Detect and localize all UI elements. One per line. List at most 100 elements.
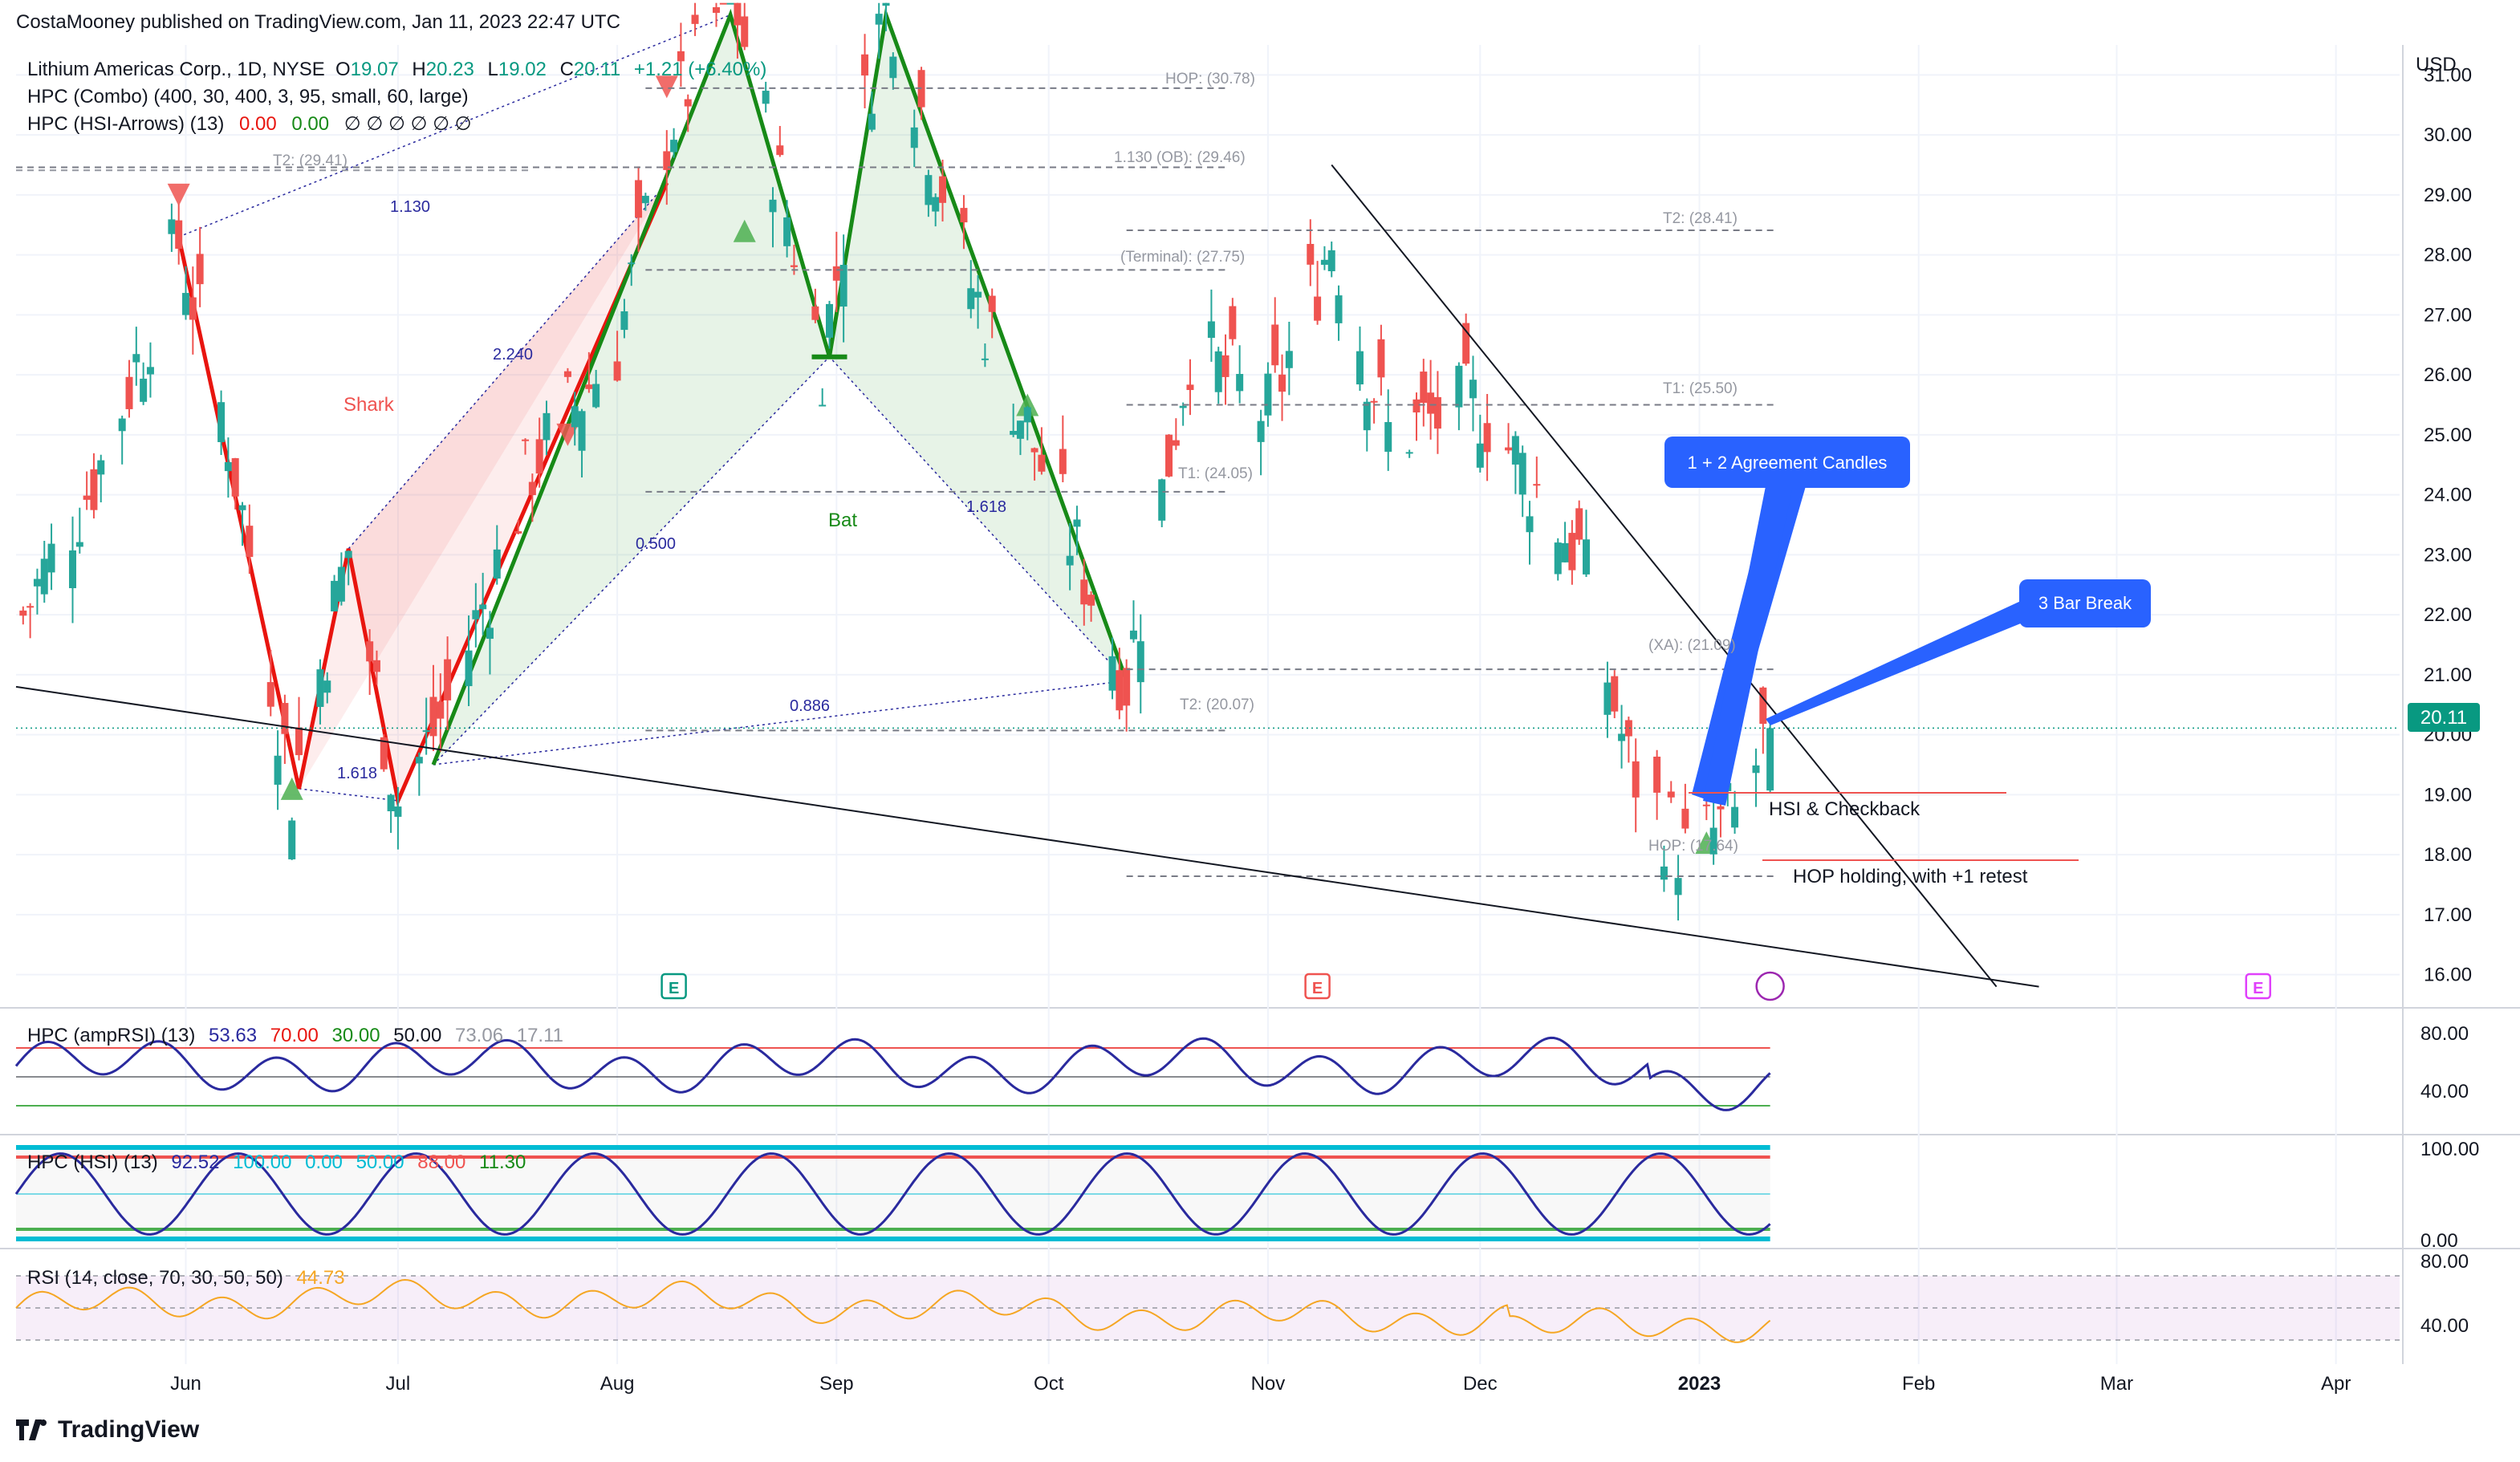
indicator-panes bbox=[14, 1036, 2400, 1343]
candle-body bbox=[932, 197, 940, 212]
shark-fill bbox=[348, 182, 667, 801]
candle-body bbox=[783, 217, 791, 246]
price-tick-label: 22.00 bbox=[2424, 604, 2472, 626]
buy-arrow bbox=[733, 219, 756, 242]
time-tick-label: Jun bbox=[170, 1373, 201, 1395]
candle-body bbox=[1511, 436, 1519, 465]
ratio-2240: 2.240 bbox=[493, 346, 533, 363]
candle-body bbox=[535, 439, 543, 474]
candle-body bbox=[422, 730, 430, 733]
candle-body bbox=[323, 680, 331, 693]
published-header: CostaMooney published on TradingView.com… bbox=[16, 11, 620, 33]
candle-body bbox=[1568, 533, 1576, 571]
time-tick-label: Aug bbox=[600, 1373, 635, 1395]
candle-body bbox=[1356, 351, 1364, 385]
break-pointer bbox=[1766, 600, 2030, 725]
candle-body bbox=[882, 2, 890, 6]
tradingview-footer[interactable]: TradingView bbox=[16, 1416, 199, 1444]
amprsi-v6: 17.11 bbox=[517, 1025, 563, 1046]
hsi-legend: HPC (HSI) (13) 92.52 100.00 0.00 50.00 8… bbox=[27, 1151, 526, 1173]
candle-body bbox=[1433, 396, 1441, 429]
candle-body bbox=[1412, 399, 1421, 412]
candle-body bbox=[910, 127, 918, 148]
candle-body bbox=[1158, 479, 1166, 521]
amprsi-v3: 30.00 bbox=[332, 1025, 380, 1046]
candle-body bbox=[543, 412, 551, 441]
candle-body bbox=[1717, 806, 1725, 810]
hsi-callout: HSI & Checkback bbox=[1769, 798, 1920, 820]
ratio-1130: 1.130 bbox=[390, 198, 430, 216]
candle-body bbox=[967, 288, 975, 310]
candle-body bbox=[415, 757, 423, 764]
hsi-v1: 92.52 bbox=[171, 1151, 219, 1173]
hsi-v2: 100.00 bbox=[233, 1151, 291, 1173]
tradingview-logo-icon bbox=[16, 1419, 47, 1440]
candle-body bbox=[1476, 443, 1484, 468]
currency-label: USD bbox=[2416, 54, 2457, 75]
bat-fill bbox=[829, 14, 1127, 681]
last-price-tag bbox=[2408, 703, 2480, 732]
candle-body bbox=[528, 481, 536, 496]
candle-body bbox=[1314, 296, 1322, 321]
candle-body bbox=[790, 265, 798, 267]
candle-body bbox=[90, 469, 98, 510]
candle-body bbox=[620, 311, 628, 331]
time-tick-label: 2023 bbox=[1678, 1373, 1721, 1395]
price-tick-label: 18.00 bbox=[2424, 844, 2472, 866]
candle-body bbox=[1116, 670, 1124, 711]
candle-body bbox=[125, 376, 133, 409]
candle-body bbox=[811, 306, 819, 320]
pane-tick-label: 100.00 bbox=[2420, 1139, 2479, 1160]
legend-o: 19.07 bbox=[351, 59, 399, 80]
amprsi-line bbox=[14, 1036, 1771, 1111]
legend-h-label: H bbox=[412, 59, 425, 80]
candle-body bbox=[712, 7, 720, 14]
time-tick-label: Apr bbox=[2321, 1373, 2351, 1395]
legend-l: 19.02 bbox=[498, 59, 547, 80]
candle-body bbox=[1505, 447, 1513, 451]
candle-body bbox=[670, 140, 678, 152]
earnings-marker-label: E bbox=[2253, 980, 2263, 997]
candle-body bbox=[1335, 295, 1343, 323]
candle-body bbox=[1483, 423, 1491, 453]
ratio-0886: 0.886 bbox=[790, 697, 830, 715]
candle-body bbox=[217, 402, 226, 442]
candle-body bbox=[1518, 453, 1526, 495]
trendline bbox=[15, 685, 2039, 988]
candle-body bbox=[189, 297, 197, 320]
candle-body bbox=[1660, 866, 1668, 880]
candle-body bbox=[1307, 243, 1315, 265]
candle-body bbox=[47, 543, 55, 573]
shark-pattern-line bbox=[177, 181, 669, 808]
candle-body bbox=[472, 610, 480, 619]
candle-body bbox=[719, 2, 727, 5]
candle-body bbox=[295, 727, 303, 756]
candle-body bbox=[1271, 324, 1279, 366]
candle-body bbox=[26, 606, 35, 608]
candle-body bbox=[974, 291, 982, 298]
agreement-callout: 1 + 2 Agreement Candles bbox=[1688, 453, 1888, 473]
candle-body bbox=[1214, 351, 1222, 392]
bat-ratio-line bbox=[433, 680, 1127, 766]
candle-body bbox=[372, 660, 380, 672]
candle-body bbox=[196, 254, 204, 285]
grid bbox=[0, 45, 2520, 1364]
candle-body bbox=[1016, 420, 1024, 439]
level-t2-mid: T2: (20.07) bbox=[1180, 696, 1254, 713]
candle-body bbox=[1554, 542, 1562, 575]
candle-body bbox=[1632, 761, 1640, 798]
candle-body bbox=[146, 367, 154, 375]
candle-body bbox=[726, 2, 734, 5]
trendline bbox=[1331, 164, 1998, 988]
candle-body bbox=[1010, 431, 1018, 435]
candle-body bbox=[592, 384, 600, 408]
candle-body bbox=[684, 99, 692, 107]
candle-body bbox=[1087, 595, 1095, 606]
candle-body bbox=[925, 175, 933, 205]
pane-tick-label: 80.00 bbox=[2420, 1023, 2469, 1045]
time-tick-label: Dec bbox=[1463, 1373, 1498, 1395]
candle-body bbox=[1370, 400, 1378, 403]
candle-body bbox=[1080, 579, 1088, 605]
